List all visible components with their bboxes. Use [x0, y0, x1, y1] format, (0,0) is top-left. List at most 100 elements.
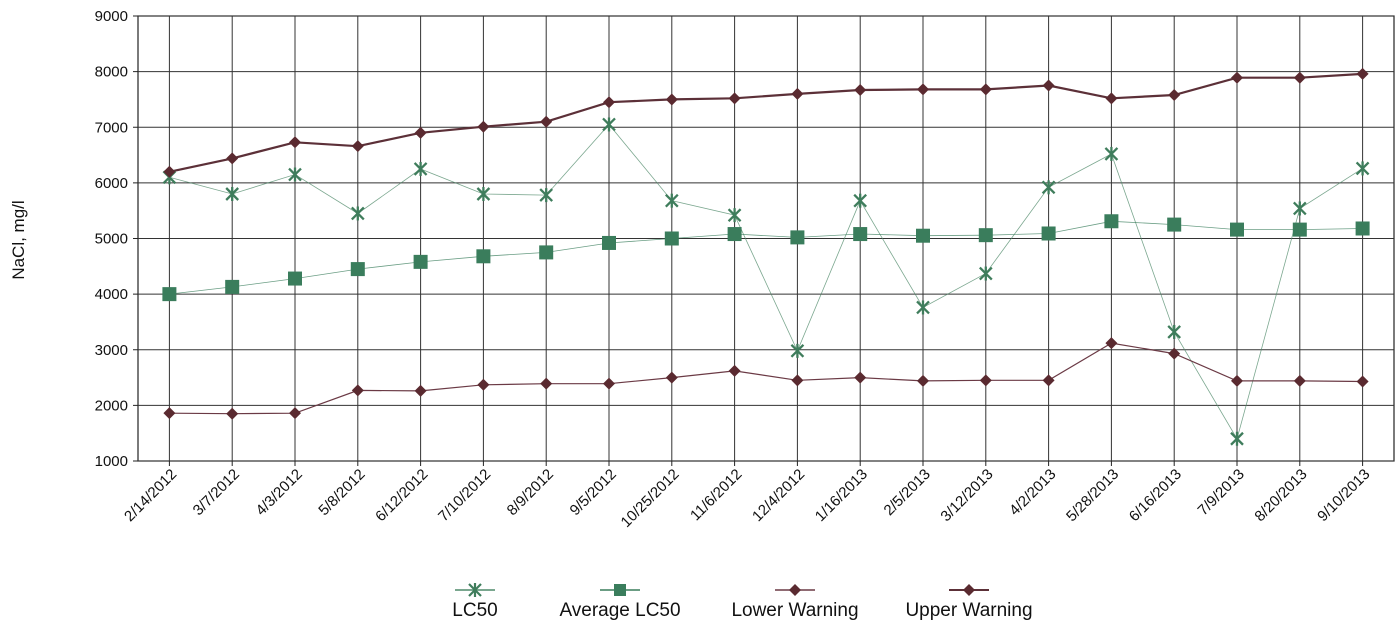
data-point-lower-warning [917, 374, 929, 387]
data-point-lower-warning [540, 377, 553, 390]
x-tick-label: 11/6/2012 [687, 466, 745, 524]
data-point-average-lc50 [350, 262, 365, 277]
data-point-upper-warning [854, 83, 867, 96]
x-tick-label: 5/8/2012 [315, 466, 368, 519]
data-point-upper-warning [728, 92, 741, 105]
data-point-lc50 [1292, 201, 1307, 216]
y-tick-label: 4000 [95, 286, 128, 303]
data-point-lower-warning [854, 371, 867, 384]
data-point-average-lc50 [288, 271, 302, 286]
data-point-average-lc50 [225, 279, 240, 294]
data-point-average-lc50 [1292, 222, 1307, 237]
x-tick-label: 1/16/2013 [812, 466, 871, 525]
chart-series [162, 67, 1370, 446]
data-point-lower-warning [1105, 337, 1118, 350]
x-tick-label: 8/20/2013 [1251, 466, 1310, 525]
x-axis-ticks: 2/14/2012 3/7/2012 4/3/2012 5/8/2012 6/12/20… [121, 466, 1373, 531]
y-tick-label: 3000 [95, 342, 128, 359]
x-tick-label: 4/2/2013 [1006, 466, 1059, 519]
data-point-lc50 [1104, 146, 1119, 161]
legend-item-lc50: LC50 [440, 582, 510, 622]
data-point-average-lc50 [978, 228, 993, 243]
series-line-lower-warning [169, 342, 1363, 415]
data-point-average-lc50 [476, 249, 491, 264]
legend-label: Lower Warning [731, 600, 859, 621]
legend-label: LC50 [452, 600, 498, 621]
legend-lc50-symbol-icon [455, 583, 495, 597]
data-point-average-lc50 [664, 231, 679, 246]
data-point-lower-warning [728, 364, 741, 377]
data-point-average-lc50 [1104, 214, 1119, 229]
data-point-average-lc50 [790, 230, 805, 245]
data-point-lower-warning [665, 371, 678, 384]
data-point-average-lc50 [1167, 217, 1182, 232]
data-point-lc50 [1230, 431, 1244, 446]
data-point-upper-warning [1293, 71, 1306, 84]
y-tick-label: 7000 [95, 119, 128, 136]
data-point-upper-warning [665, 93, 678, 106]
data-point-average-lc50 [1355, 221, 1370, 236]
data-point-lower-warning [414, 384, 427, 397]
x-tick-label: 12/4/2012 [749, 466, 808, 525]
data-point-upper-warning [917, 83, 929, 96]
data-point-lc50 [476, 187, 491, 201]
data-point-lower-warning [1168, 347, 1181, 360]
data-point-upper-warning [163, 165, 176, 178]
data-point-lc50 [602, 117, 616, 132]
data-point-lower-warning [603, 377, 615, 390]
data-point-upper-warning [1042, 79, 1055, 92]
data-point-lc50 [790, 343, 805, 358]
data-point-lc50 [1167, 324, 1182, 339]
legend-lower-warning-symbol-icon [775, 584, 815, 596]
data-point-lower-warning [163, 407, 176, 420]
data-point-lower-warning [477, 378, 490, 391]
x-tick-label: 10/25/2012 [618, 466, 683, 531]
y-tick-label: 8000 [95, 64, 128, 81]
data-point-upper-warning [1231, 71, 1243, 84]
legend-label: Upper Warning [905, 600, 1033, 621]
x-tick-label: 3/12/2013 [937, 466, 996, 525]
x-tick-label: 6/16/2013 [1126, 466, 1185, 525]
series-line-upper-warning [169, 72, 1363, 173]
data-point-average-lc50 [602, 235, 616, 250]
line-chart: 1000 2000 3000 4000 5000 6000 7000 8000 9000 2/1… [9, 8, 1395, 531]
data-point-upper-warning [979, 83, 992, 96]
data-point-lc50 [413, 161, 428, 176]
data-point-lc50 [1355, 161, 1370, 176]
y-tick-label: 6000 [95, 175, 128, 192]
data-point-lower-warning [1231, 374, 1243, 387]
data-point-lower-warning [1356, 375, 1369, 388]
x-tick-label: 6/12/2012 [372, 466, 431, 525]
x-tick-label: 4/3/2012 [253, 466, 306, 519]
x-tick-label: 7/9/2013 [1195, 466, 1248, 519]
data-point-lower-warning [226, 407, 239, 420]
data-point-average-lc50 [1041, 226, 1056, 241]
legend-average-lc50-symbol-icon [600, 584, 640, 596]
data-point-upper-warning [540, 115, 553, 128]
x-tick-label: 7/10/2012 [435, 466, 494, 525]
data-point-average-lc50 [162, 287, 177, 302]
series-line-average-lc50 [169, 220, 1363, 295]
data-point-lc50 [288, 167, 302, 182]
y-axis-ticks: 1000 2000 3000 4000 5000 6000 7000 8000 9000 [95, 8, 128, 470]
chart-legend: LC50 Average LC50 Lower Warning Upper Wa… [0, 582, 1400, 624]
x-tick-label: 8/9/2012 [504, 466, 557, 519]
data-point-lc50 [350, 206, 365, 221]
legend-item-average-lc50: Average LC50 [548, 582, 692, 622]
legend-label: Average LC50 [559, 600, 681, 621]
data-point-average-lc50 [727, 227, 742, 242]
data-point-lower-warning [351, 384, 364, 397]
legend-item-upper-warning: Upper Warning [894, 582, 1044, 622]
data-point-lc50 [664, 193, 679, 208]
data-point-upper-warning [351, 140, 364, 153]
legend-item-lower-warning: Lower Warning [720, 582, 870, 622]
data-point-upper-warning [791, 87, 804, 100]
data-point-lc50 [225, 187, 240, 201]
data-point-lower-warning [1293, 374, 1306, 387]
data-point-upper-warning [289, 136, 301, 149]
y-tick-label: 2000 [95, 397, 128, 414]
data-point-upper-warning [1168, 88, 1181, 101]
data-point-lc50 [539, 188, 554, 203]
data-point-upper-warning [477, 120, 490, 133]
data-point-lower-warning [979, 374, 992, 387]
